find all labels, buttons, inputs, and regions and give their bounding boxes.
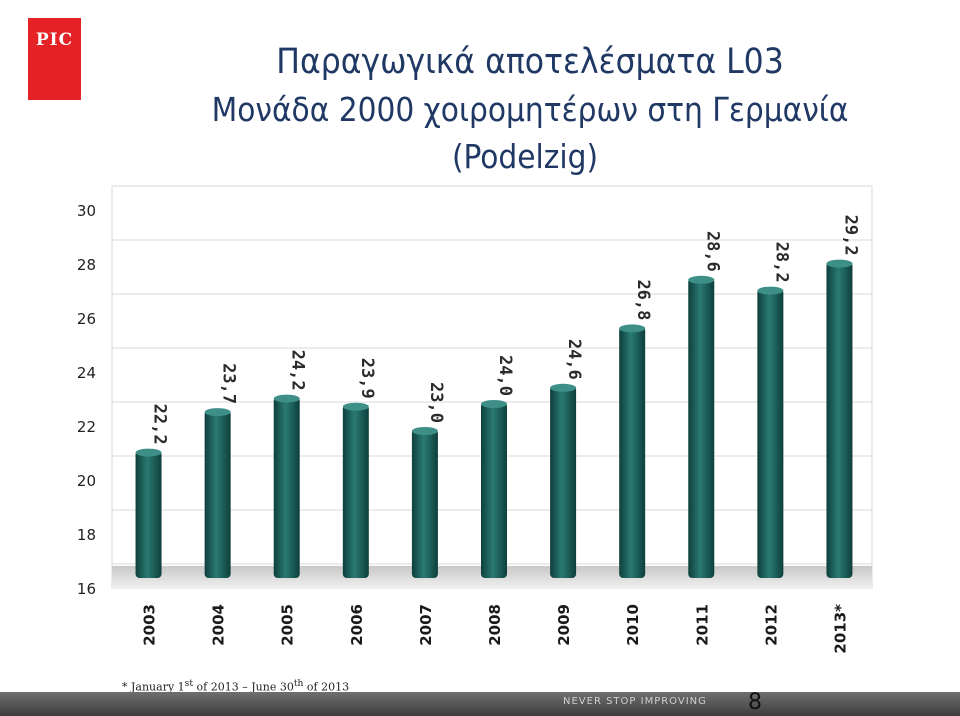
- title-line-2: Μονάδα 2000 χοιρομητέρων στη Γερμανία: [211, 90, 849, 129]
- y-tick-label: 16: [77, 580, 96, 598]
- x-tick-label: 2012: [762, 604, 780, 646]
- bar: [550, 385, 577, 578]
- pic-logo: PIC: [28, 18, 81, 100]
- bar: [273, 396, 300, 578]
- x-tick-label: 2006: [348, 604, 366, 646]
- x-tick-label: 2013*: [831, 604, 849, 654]
- bar-value-label: 22,2: [150, 404, 170, 445]
- bar: [688, 277, 715, 578]
- bar: [619, 326, 646, 578]
- y-tick-label: 28: [77, 256, 96, 274]
- x-tick-label: 2009: [555, 604, 573, 646]
- footnote-sup-2: th: [293, 678, 304, 689]
- bar: [826, 261, 853, 578]
- bar-cap: [688, 275, 715, 284]
- bar-value-label: 26,8: [633, 279, 653, 320]
- bar-cap: [342, 402, 369, 411]
- bar-value-label: 23,9: [357, 358, 377, 399]
- bar-value-label: 24,6: [564, 339, 584, 380]
- x-tick-label: 2011: [693, 604, 711, 646]
- y-tick-label: 22: [77, 418, 96, 436]
- page-number: 8: [748, 690, 762, 715]
- bar-cap: [481, 400, 507, 408]
- y-tick-label: 24: [77, 364, 96, 382]
- y-tick-label: 26: [77, 310, 96, 328]
- footnote-middle: of 2013 – June 30: [193, 680, 294, 694]
- bar-cap: [550, 383, 577, 392]
- bar-cap: [204, 408, 231, 417]
- title-line-1: Παραγωγικά αποτελέσματα L03: [276, 42, 784, 82]
- bar-value-label: 28,2: [771, 242, 791, 283]
- bar-value-label: 29,2: [840, 215, 860, 256]
- logo-text: PIC: [35, 30, 74, 50]
- footnote-prefix: * January 1: [122, 680, 185, 694]
- bar: [757, 288, 784, 578]
- x-tick-label: 2008: [486, 604, 504, 646]
- footnote-suffix: of 2013: [303, 680, 350, 694]
- bar-cap: [619, 324, 646, 333]
- bar: [411, 429, 438, 578]
- y-tick-label: 30: [77, 202, 96, 220]
- bar-cap: [826, 259, 853, 268]
- bar-cap: [135, 448, 162, 457]
- bar-value-label: 24,2: [288, 350, 308, 391]
- bar-value-label: 24,0: [495, 355, 515, 396]
- x-tick-label: 2004: [210, 604, 228, 646]
- footer-bar: [0, 692, 960, 716]
- bar-value-label: 28,6: [702, 231, 722, 272]
- bar-value-label: 23,7: [219, 363, 239, 404]
- bar-value-label: 23,0: [426, 382, 446, 423]
- bar: [342, 404, 369, 578]
- footer-slogan: NEVER STOP IMPROVING: [563, 696, 707, 707]
- title-line-3: (Podelzig): [451, 137, 599, 176]
- footnote: * January 1st of 2013 – June 30th of 201…: [122, 678, 349, 694]
- footnote-sup-1: st: [184, 678, 194, 689]
- bar-cap: [411, 427, 438, 435]
- x-tick-label: 2005: [279, 604, 297, 646]
- slide-title: Παραγωγικά αποτελέσματα L03 Μονάδα 2000 …: [0, 38, 960, 180]
- bar: [204, 410, 231, 578]
- x-tick-label: 2003: [141, 604, 159, 646]
- bar: [481, 402, 507, 578]
- x-tick-label: 2010: [624, 604, 642, 646]
- y-tick-label: 18: [77, 526, 96, 544]
- bar-cap: [757, 286, 784, 295]
- bar: [135, 450, 162, 578]
- y-tick-label: 20: [77, 472, 96, 490]
- bar-cap: [273, 394, 300, 403]
- x-tick-label: 2007: [417, 604, 435, 646]
